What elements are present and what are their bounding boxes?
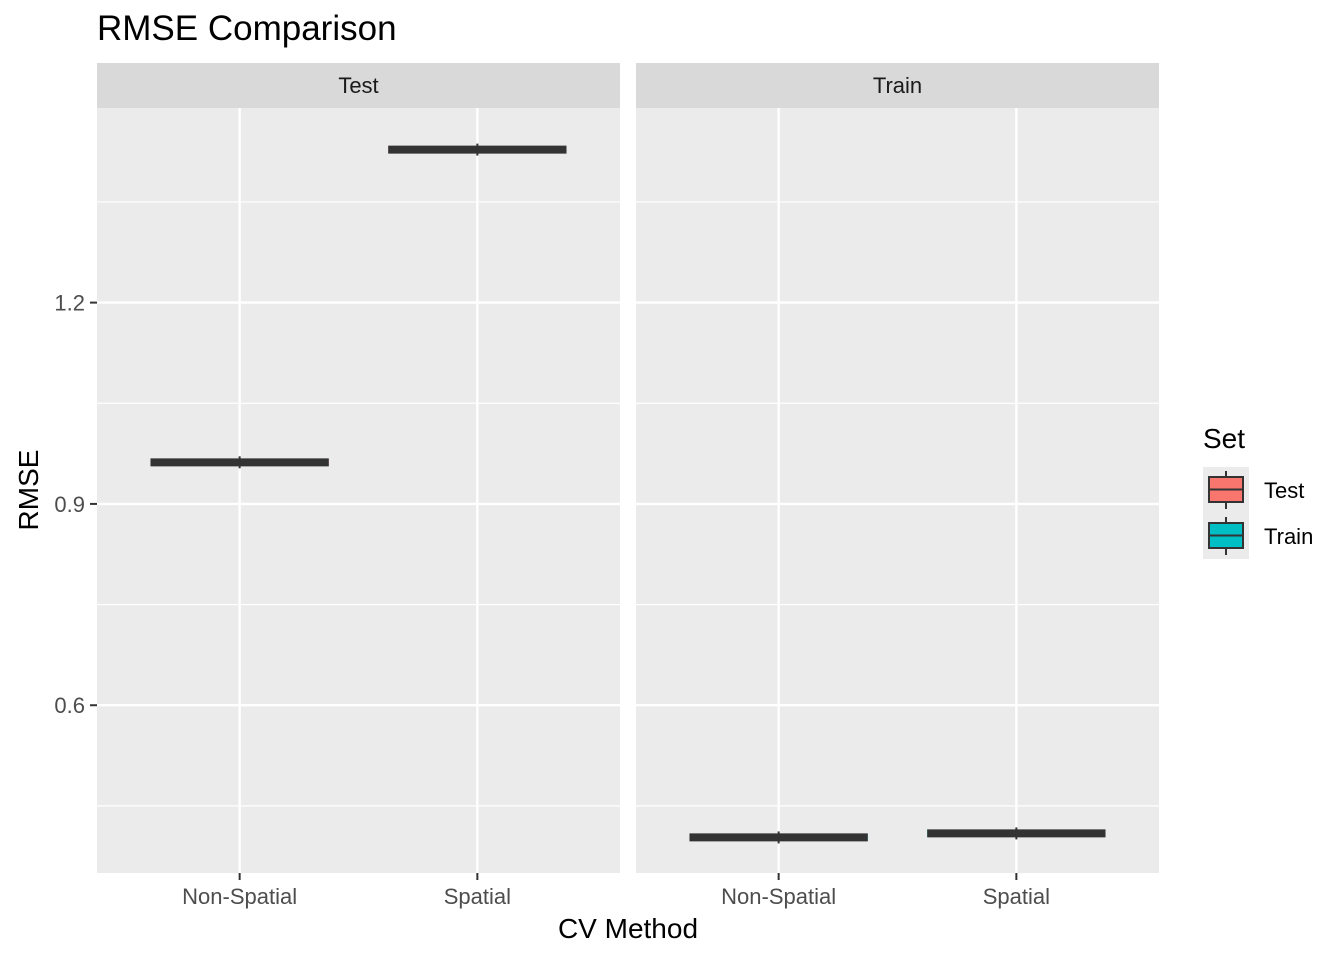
x-tick-label: Non-Spatial [182, 884, 297, 909]
chart-title: RMSE Comparison [97, 9, 397, 48]
x-tick-label: Spatial [444, 884, 511, 909]
x-axis-title: CV Method [558, 913, 698, 944]
y-axis-title: RMSE [13, 450, 44, 531]
y-tick-label: 0.6 [54, 693, 85, 718]
legend-title: Set [1203, 423, 1245, 454]
facet-strip [636, 63, 1159, 108]
x-tick-label: Non-Spatial [721, 884, 836, 909]
y-tick-label: 1.2 [54, 291, 85, 316]
x-tick-label: Spatial [983, 884, 1050, 909]
panel-background [97, 108, 620, 873]
facet-strip-label: Train [873, 73, 922, 98]
facet-strip-label: Test [338, 73, 378, 98]
legend-label-test: Test [1264, 478, 1304, 503]
legend: Set Test Train [1203, 423, 1313, 559]
legend-label-train: Train [1264, 524, 1313, 549]
panel-background [636, 108, 1159, 873]
facet-panels: Test Non-Spatial Spatial Train Non-Spatial Sp… [54, 63, 1159, 909]
facet-strip [97, 63, 620, 108]
y-tick-label: 0.9 [54, 492, 85, 517]
